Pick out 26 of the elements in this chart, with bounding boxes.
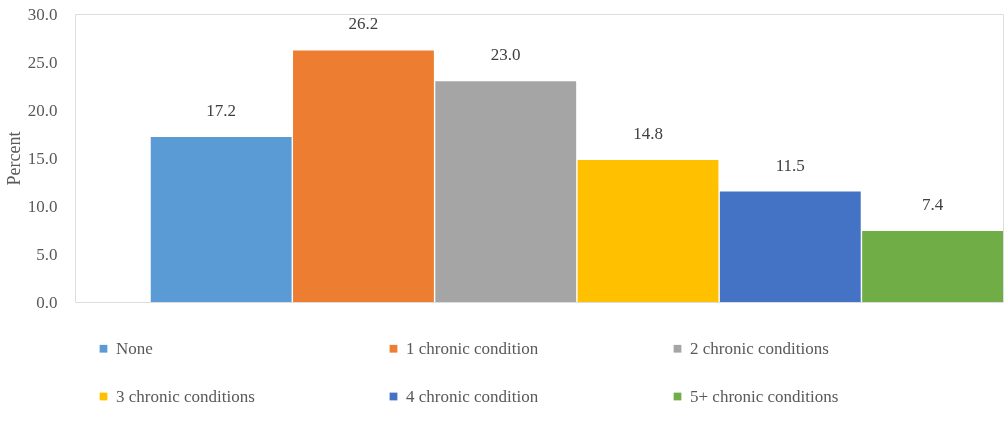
bar [719,191,861,302]
y-tick-label: 20.0 [27,100,58,120]
legend-label: None [116,338,153,358]
bar [150,136,292,302]
y-tick-label: 15.0 [27,148,58,168]
legend-label: 5+ chronic conditions [690,386,839,406]
data-label: 26.2 [348,14,379,34]
bar [435,81,577,302]
bar [862,230,1003,302]
bar [293,50,434,302]
legend-label: 4 chronic condition [406,386,539,406]
data-label: 17.2 [206,100,237,120]
y-tick-label: 25.0 [27,52,58,72]
legend-label: 1 chronic condition [406,338,539,358]
y-tick-label: 30.0 [27,4,58,24]
legend-label: 2 chronic conditions [690,338,829,358]
legend-label: 3 chronic conditions [116,386,255,406]
y-tick-label: 10.0 [27,196,58,216]
data-label: 14.8 [633,123,663,143]
data-label: 7.4 [921,194,944,214]
data-label: 23.0 [490,45,521,65]
y-tick-label: 0.0 [36,292,58,312]
data-label: 11.5 [775,155,805,175]
y-tick-label: 5.0 [36,244,58,264]
bar [577,159,719,302]
y-axis-title: Percent [3,131,24,186]
